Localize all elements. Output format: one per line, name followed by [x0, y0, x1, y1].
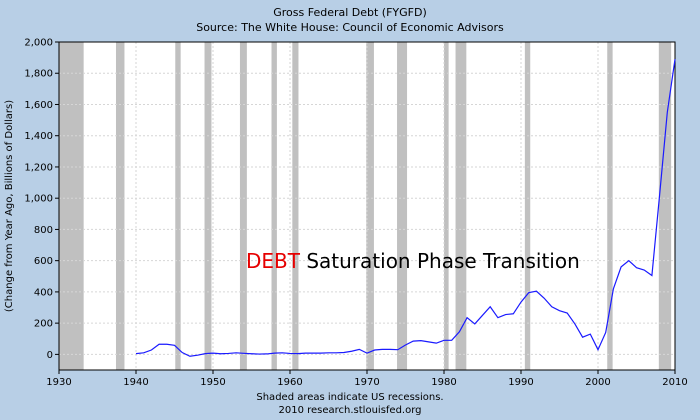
recession-band-1: [115, 42, 125, 370]
recession-band-9: [444, 42, 449, 370]
x-tick-label-0: 1930: [46, 377, 71, 388]
x-tick-label-7: 2000: [585, 377, 610, 388]
recession-band-11: [524, 42, 531, 370]
x-tick-label-3: 1960: [277, 377, 302, 388]
annotation: DEBT Saturation Phase Transition: [246, 249, 580, 273]
x-tick-label-6: 1990: [508, 377, 533, 388]
y-tick-label-10: 2,000: [24, 38, 53, 49]
x-tick-label-4: 1970: [354, 377, 379, 388]
series-line: [135, 59, 676, 357]
recession-band-13: [658, 42, 672, 370]
y-tick-label-6: 1,200: [24, 162, 53, 173]
chart-subtitle: Source: The White House: Council of Econ…: [196, 21, 504, 34]
recession-band-0: [59, 42, 84, 370]
x-tick-label-1: 1940: [123, 377, 148, 388]
x-tick-label-5: 1980: [431, 377, 456, 388]
y-tick-label-5: 1,000: [24, 194, 53, 205]
y-tick-label-8: 1,600: [24, 100, 53, 111]
recession-band-12: [607, 42, 613, 370]
y-tick-label-3: 600: [34, 256, 53, 267]
recession-band-4: [239, 42, 247, 370]
x-tick-label-8: 2010: [662, 377, 687, 388]
annotation-red-word: DEBT: [246, 249, 301, 273]
x-tick-label-2: 1950: [200, 377, 225, 388]
recession-band-10: [455, 42, 467, 370]
y-axis: 0 200 400 600 800 1,000 1,200 1,400 1,600 1,800 2,…: [24, 38, 59, 361]
y-tick-label-4: 800: [34, 225, 53, 236]
recession-band-7: [366, 42, 374, 370]
credit: 2010 research.stlouisfed.org: [278, 405, 421, 416]
y-tick-label-7: 1,400: [24, 131, 53, 142]
annotation-rest: Saturation Phase Transition: [300, 249, 580, 273]
chart-title: Gross Federal Debt (FYGFD): [273, 6, 427, 19]
y-tick-label-0: 0: [47, 350, 53, 361]
recession-band-6: [292, 42, 299, 370]
footnote: Shaded areas indicate US recessions.: [256, 392, 443, 403]
y-tick-label-2: 400: [34, 287, 53, 298]
y-axis-label: (Change from Year Ago, Billions of Dolla…: [4, 100, 15, 312]
y-tick-label-1: 200: [34, 319, 53, 330]
recession-band-8: [397, 42, 408, 370]
recession-band-2: [175, 42, 181, 370]
recession-band-3: [204, 42, 212, 370]
recession-band-5: [271, 42, 277, 370]
recession-bands: [59, 42, 672, 370]
y-tick-label-9: 1,800: [24, 69, 53, 80]
x-axis: 1930 1940 1950 1960 1970 1980 1990 2000 2010: [46, 370, 688, 388]
